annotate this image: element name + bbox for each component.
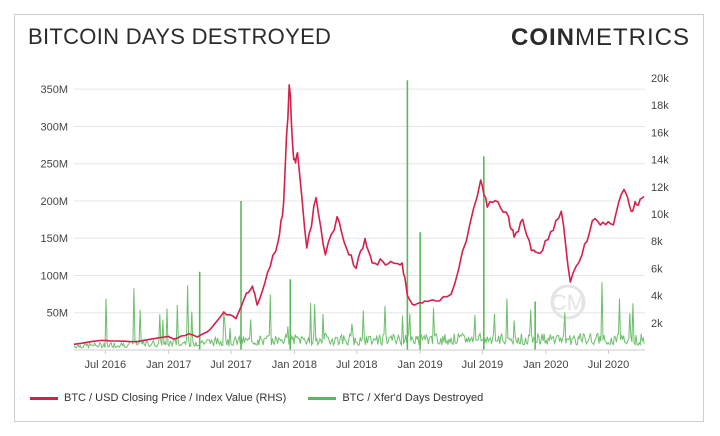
x-tick-label: Jan 2018 <box>272 359 317 371</box>
x-tick-label: Jul 2020 <box>588 359 630 371</box>
chart-frame <box>14 14 704 422</box>
chart-title: BITCOIN DAYS DESTROYED <box>28 24 332 49</box>
x-tick-label: Jan 2019 <box>397 359 442 371</box>
days-destroyed-line <box>73 282 645 350</box>
legend-item-price[interactable]: BTC / USD Closing Price / Index Value (R… <box>30 392 286 404</box>
y-right-tick-label: 16k <box>651 127 669 139</box>
legend-swatch-days-destroyed <box>308 396 337 400</box>
watermark-text: CM <box>551 290 585 315</box>
x-tick-label: Jul 2019 <box>462 359 504 371</box>
legend-label-price: BTC / USD Closing Price / Index Value (R… <box>64 392 287 404</box>
y-left-tick-label: 300M <box>40 121 68 133</box>
legend-label-days-destroyed: BTC / Xfer'd Days Destroyed <box>342 392 484 404</box>
legend-item-days-destroyed[interactable]: BTC / Xfer'd Days Destroyed <box>308 392 483 404</box>
logo-bold-text: COIN <box>511 24 575 51</box>
y-right-tick-label: 12k <box>651 182 669 194</box>
coinmetrics-logo: COINMETRICS <box>511 24 690 52</box>
axes: 50M 100M 150M 200M 250M 300M 350M 2k 4k 6k 8k 10k 12… <box>40 73 669 371</box>
y-right-tick-label: 2k <box>651 318 663 330</box>
gridlines <box>74 88 645 314</box>
x-tick-label: Jul 2016 <box>85 359 127 371</box>
y-left-tick-label: 150M <box>40 233 68 245</box>
y-left-tick-label: 50M <box>47 308 68 320</box>
y-right-tick-label: 4k <box>651 291 663 303</box>
y-right-tick-label: 10k <box>651 209 669 221</box>
y-right-tick-label: 14k <box>651 155 669 167</box>
y-left-tick-label: 350M <box>40 84 68 96</box>
y-right-tick-label: 6k <box>651 263 663 275</box>
legend-swatch-price <box>30 396 58 400</box>
y-right-tick-label: 8k <box>651 236 663 248</box>
x-tick-label: Jul 2017 <box>210 359 252 371</box>
cm-watermark-icon: CM <box>550 284 586 320</box>
y-right-tick-label: 18k <box>651 100 669 112</box>
legend: BTC / USD Closing Price / Index Value (R… <box>30 392 505 404</box>
days-destroyed-series <box>73 80 645 350</box>
watermark-circle <box>550 284 586 320</box>
y-left-tick-label: 100M <box>40 270 68 282</box>
y-left-tick-label: 200M <box>40 196 68 208</box>
y-left-tick-label: 250M <box>40 159 68 171</box>
price-series <box>73 84 645 346</box>
x-tick-label: Jan 2017 <box>146 359 191 371</box>
x-tick-label: Jul 2018 <box>336 359 378 371</box>
price-line <box>73 84 645 346</box>
logo-light-text: METRICS <box>575 24 690 51</box>
y-right-tick-label: 20k <box>651 73 669 85</box>
x-tick-label: Jan 2020 <box>523 359 568 371</box>
